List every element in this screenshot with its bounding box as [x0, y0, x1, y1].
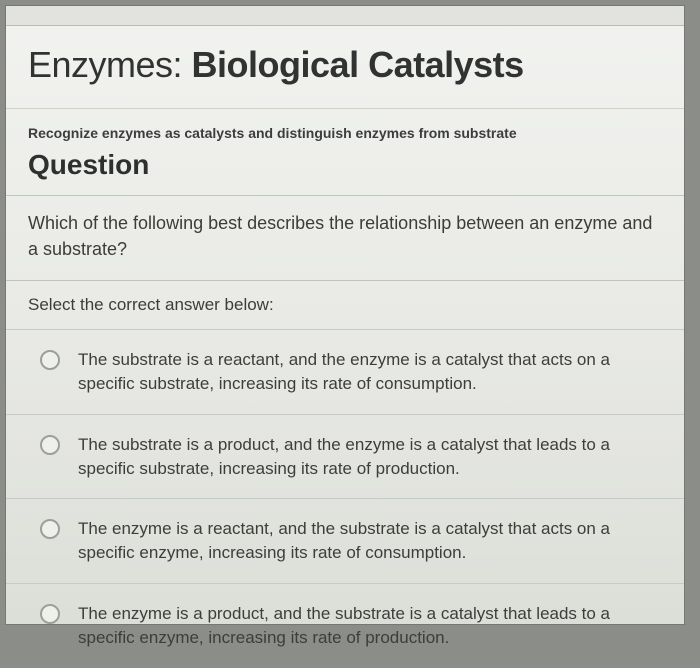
answer-option-3[interactable]: The enzyme is a reactant, and the substr…: [6, 498, 684, 583]
answer-option-1[interactable]: The substrate is a reactant, and the enz…: [6, 329, 684, 414]
option-text: The substrate is a product, and the enzy…: [78, 433, 652, 481]
window-topbar: [6, 6, 684, 26]
title-bold: Biological Catalysts: [192, 44, 524, 85]
question-heading: Question: [6, 149, 684, 195]
learning-objective: Recognize enzymes as catalysts and disti…: [6, 109, 684, 149]
answer-option-4[interactable]: The enzyme is a product, and the substra…: [6, 583, 684, 668]
answer-option-2[interactable]: The substrate is a product, and the enzy…: [6, 414, 684, 499]
question-text: Which of the following best describes th…: [6, 196, 684, 280]
radio-icon: [40, 435, 60, 455]
page-title: Enzymes: Biological Catalysts: [6, 26, 684, 108]
option-text: The enzyme is a product, and the substra…: [78, 602, 652, 650]
radio-icon: [40, 350, 60, 370]
select-instruction: Select the correct answer below:: [6, 281, 684, 329]
radio-icon: [40, 604, 60, 624]
quiz-window: Enzymes: Biological Catalysts Recognize …: [5, 5, 685, 625]
option-text: The substrate is a reactant, and the enz…: [78, 348, 652, 396]
radio-icon: [40, 519, 60, 539]
option-text: The enzyme is a reactant, and the substr…: [78, 517, 652, 565]
title-prefix: Enzymes:: [28, 44, 192, 85]
